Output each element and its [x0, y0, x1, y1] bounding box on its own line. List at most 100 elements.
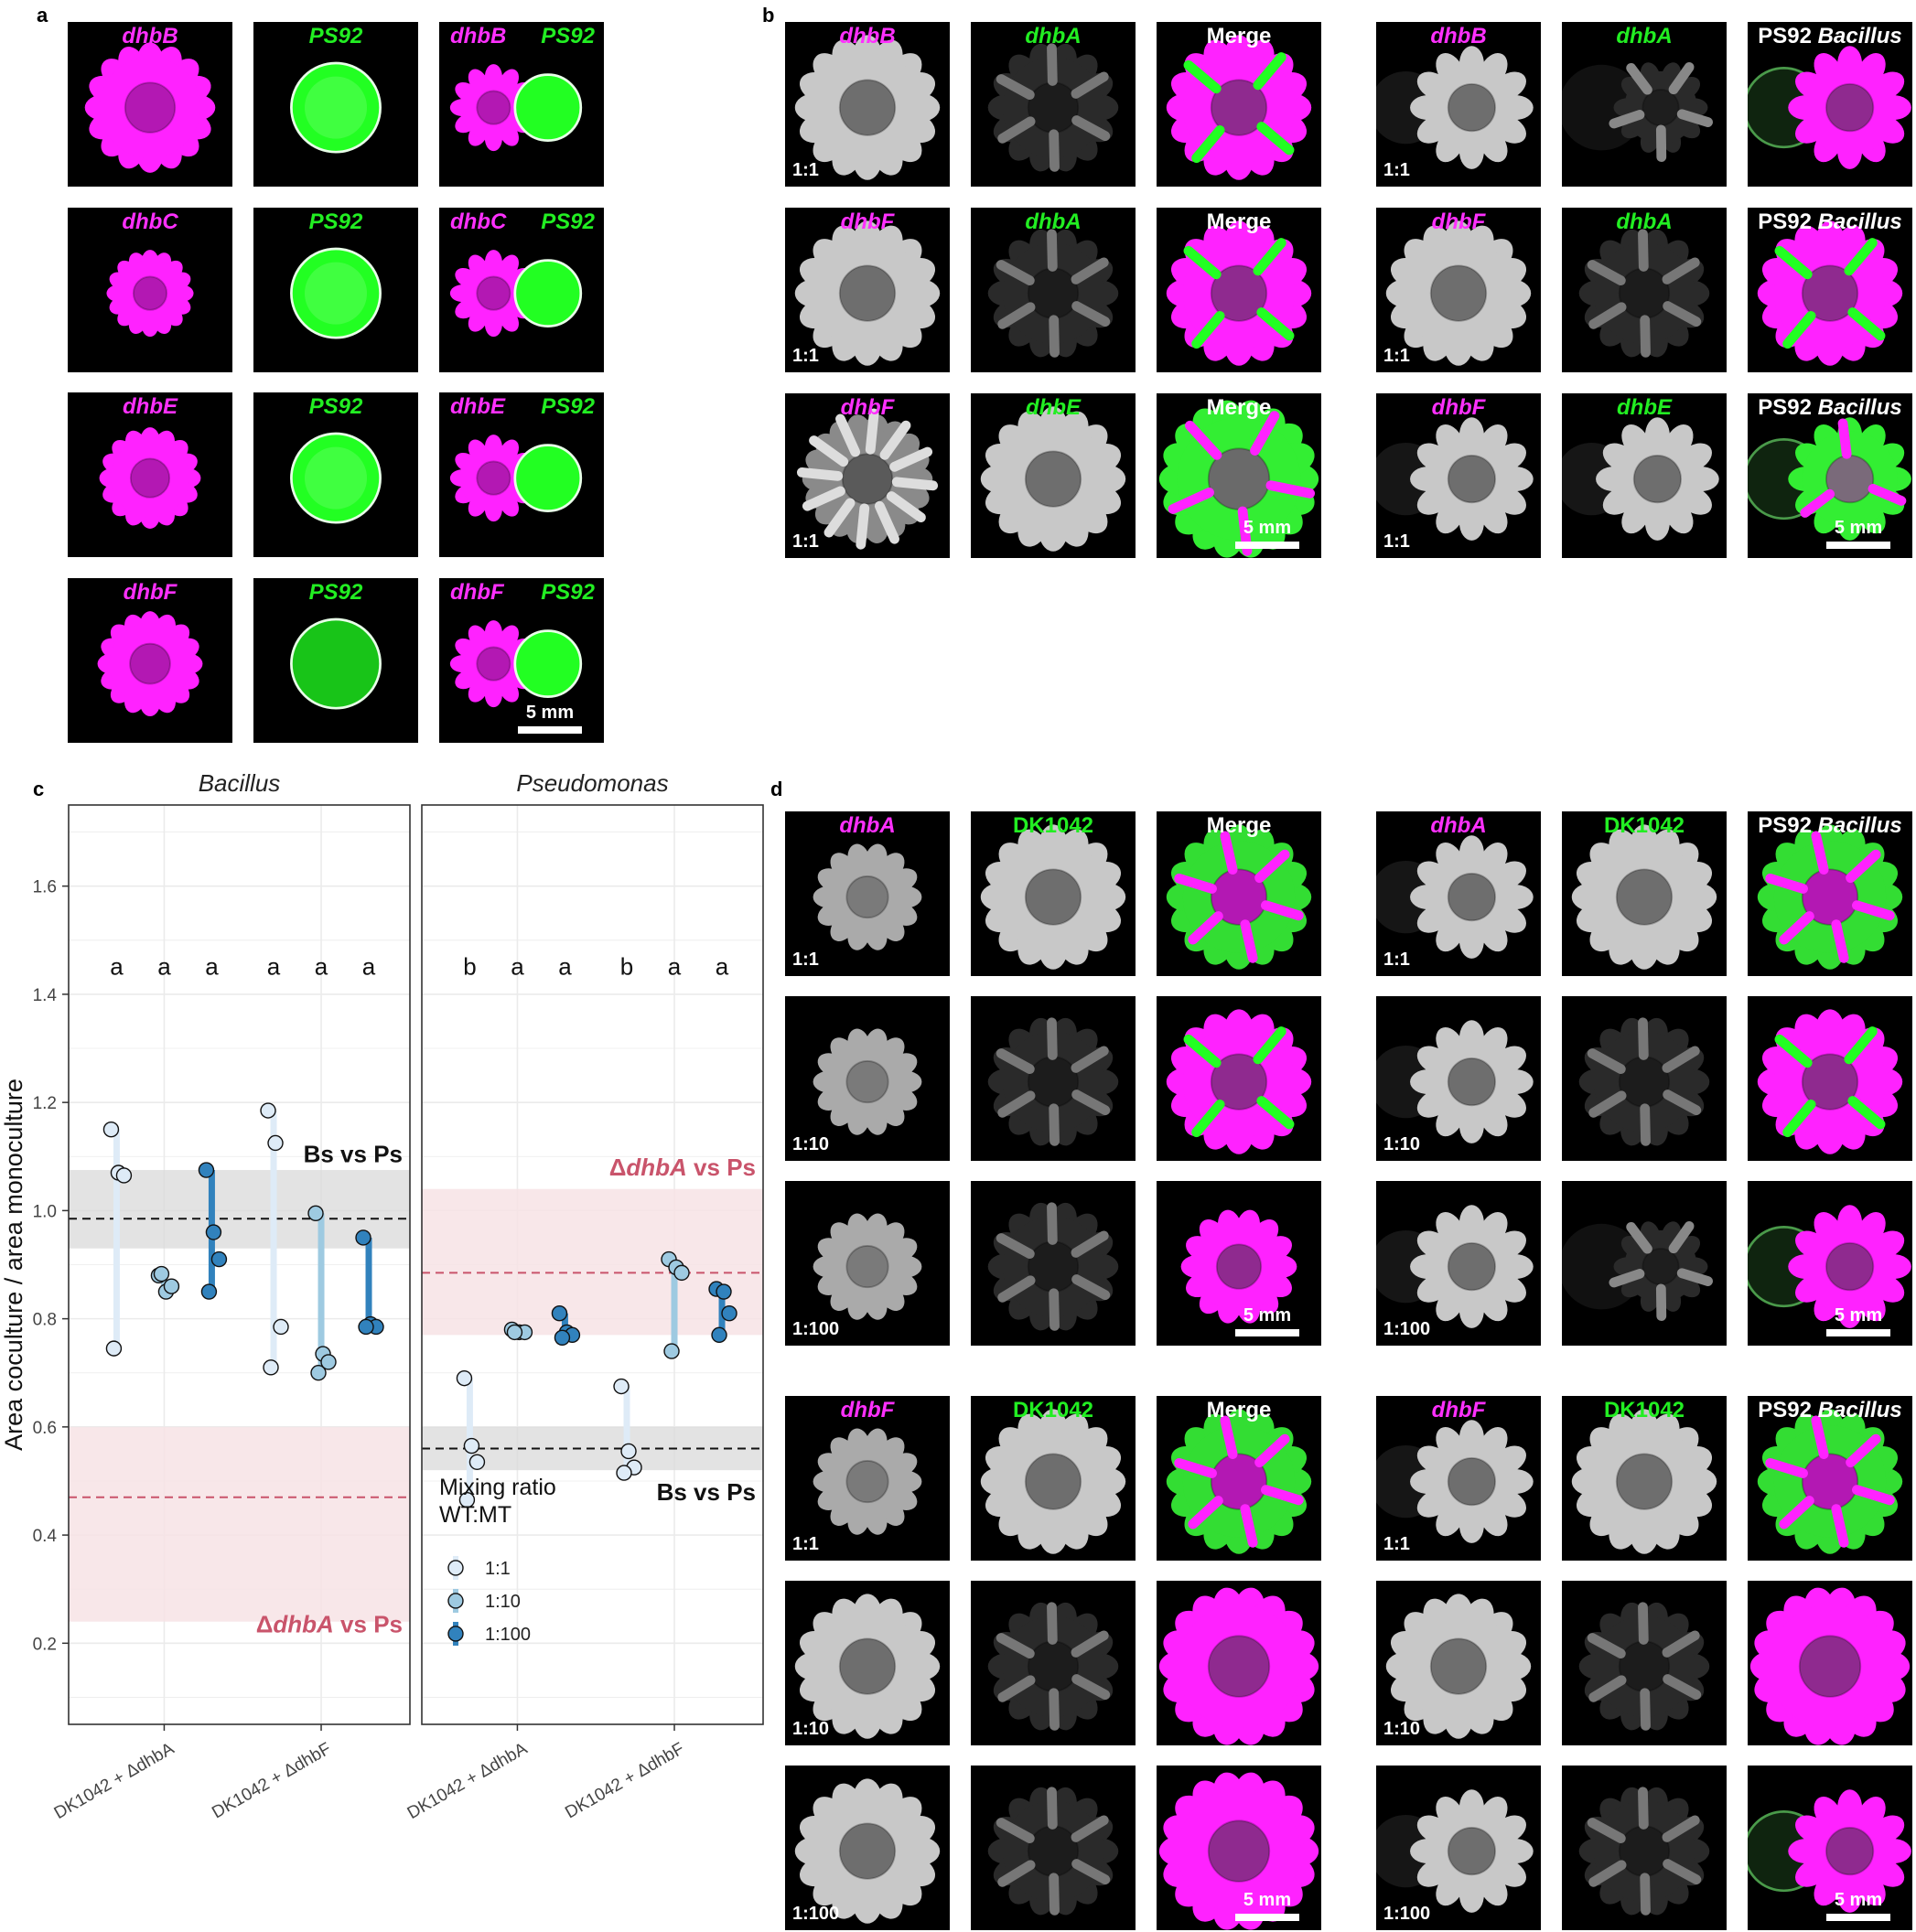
y-tick-label: 1.6: [33, 878, 57, 897]
ratio-label: 1:100: [1383, 1904, 1431, 1924]
ratio-label: 1:100: [1383, 1319, 1431, 1339]
colony-drawing: [1158, 1587, 1319, 1745]
colony-tile-green-channel: dhbE: [971, 393, 1136, 558]
colony-tile-green-channel: dhbA: [1562, 208, 1727, 372]
colony-tile-dk1042-channel: [971, 1181, 1136, 1346]
panel-label-b: b: [762, 4, 775, 27]
ratio-label: 1:100: [792, 1319, 840, 1339]
colony-drawing: [1748, 46, 1911, 169]
data-point: [711, 1326, 727, 1344]
colony-drawing: [1376, 1020, 1534, 1143]
mutant-label: dhbB: [122, 24, 178, 48]
colony-drawing: [449, 620, 583, 708]
ratio-label: 1:10: [792, 1719, 830, 1739]
data-point: [616, 1465, 632, 1481]
colony-tile-mutant-channel: dhbF 1:1: [1376, 393, 1541, 558]
colony-drawing: [449, 435, 583, 522]
colony-tile-green-channel: dhbA: [1562, 22, 1727, 187]
colony-tile-mutant: dhbF: [68, 578, 232, 743]
colony-drawing: [290, 247, 382, 339]
colony-tile-ps92-bacillus: 5 mm: [1748, 1181, 1912, 1346]
dk1042-label: DK1042: [1012, 813, 1094, 838]
data-point: [468, 1454, 486, 1470]
colony-drawing: [1748, 1789, 1911, 1913]
colony-tile-ps92: PS92: [253, 208, 418, 372]
ps92-label: PS92: [308, 394, 363, 419]
colony-drawing: [290, 617, 382, 710]
data-point: [613, 1378, 630, 1395]
scale-bar: 5 mm: [1826, 1305, 1890, 1336]
gray-reference-label: Bs vs Ps: [657, 1478, 756, 1506]
colony-drawing: [813, 843, 922, 950]
colony-tile-merge: [1157, 996, 1321, 1161]
colony-tile-mutant-channel: dhbF 1:1: [785, 393, 950, 558]
green-strain-label: dhbE: [1617, 395, 1672, 420]
colony-drawing: [980, 406, 1126, 552]
panel-label-d: d: [770, 778, 783, 800]
data-point: [355, 1229, 371, 1246]
colony-drawing: [290, 61, 382, 154]
green-strain-label: dhbE: [1026, 395, 1081, 420]
colony-drawing: [1571, 1409, 1717, 1554]
data-point: [310, 1365, 327, 1381]
ps92-bacillus-label: PS92 Bacillus: [1758, 209, 1902, 234]
colony-drawing: [290, 432, 382, 524]
colony-drawing: [1571, 824, 1717, 970]
colony-drawing: [1376, 1789, 1534, 1913]
colony-tile-dk1042-channel: [1562, 996, 1727, 1161]
colony-tile-ps92-bacillus: [1748, 996, 1912, 1161]
colony-drawing: [99, 427, 201, 530]
y-tick-label: 0.2: [33, 1635, 57, 1654]
x-tick-label: DK1042 + ΔdhbA: [404, 1739, 531, 1823]
colony-tile-mutant-channel: dhbF 1:1: [1376, 208, 1541, 372]
data-point: [198, 1162, 215, 1178]
data-point: [105, 1340, 123, 1357]
pink-reference-band: [69, 1426, 410, 1622]
colony-drawing: [1180, 1209, 1297, 1324]
dk1042-label: DK1042: [1603, 813, 1685, 838]
mutant-label: dhbF: [1431, 209, 1486, 234]
ratio-label: 1:1: [1383, 531, 1410, 552]
colony-drawing: [1166, 35, 1312, 180]
colony-drawing: [106, 250, 194, 338]
legend-key-point: [447, 1560, 464, 1576]
mutant-label: dhbB: [839, 24, 896, 48]
colony-drawing: [987, 229, 1119, 358]
colony-tile-dk1042-channel: [971, 1766, 1136, 1930]
legend-entry: 1:100: [485, 1625, 531, 1645]
significance-letter: a: [668, 952, 682, 980]
panel-label-a: a: [37, 4, 48, 27]
green-strain-label: dhbA: [1616, 24, 1673, 48]
colony-drawing: [813, 1028, 922, 1135]
legend-entry: 1:10: [485, 1592, 521, 1612]
y-tick-label: 1.4: [33, 986, 58, 1005]
colony-drawing: [980, 1409, 1126, 1554]
mutant-label: dhbF: [1431, 1398, 1486, 1422]
colony-drawing: [84, 42, 216, 173]
colony-tile-mutant-channel: 1:100: [1376, 1766, 1541, 1930]
colony-tile-merge: 5 mm: [1157, 1766, 1321, 1930]
ps92-bacillus-label: PS92 Bacillus: [1758, 1398, 1902, 1422]
colony-drawing: [449, 64, 583, 152]
colony-drawing: [1376, 46, 1534, 169]
mutant-label: dhbC: [122, 209, 178, 234]
colony-drawing: [1376, 1205, 1534, 1328]
data-point: [673, 1264, 690, 1282]
ratio-label: 1:10: [1383, 1719, 1421, 1739]
colony-tile-mutant-channel: dhbA 1:1: [785, 811, 950, 976]
y-tick-label: 0.8: [33, 1311, 57, 1330]
mutant-label: dhbF: [123, 580, 178, 605]
colony-drawing: [794, 1778, 941, 1924]
colony-drawing: [1562, 1221, 1713, 1321]
ratio-label: 1:1: [1383, 160, 1410, 180]
colony-tile-mutant-channel: 1:10: [785, 1581, 950, 1745]
mutant-label: dhbE: [450, 394, 505, 419]
colony-tile-ps92: PS92: [253, 22, 418, 187]
ps92-bacillus-label: PS92 Bacillus: [1758, 813, 1902, 838]
ps92-label: PS92: [541, 24, 595, 48]
colony-drawing: [1166, 824, 1312, 970]
data-point: [260, 1102, 276, 1119]
ps92-bacillus-label: PS92 Bacillus: [1758, 24, 1902, 48]
colony-tile-merge: Merge: [1157, 1396, 1321, 1561]
colony-drawing: [1376, 417, 1534, 541]
